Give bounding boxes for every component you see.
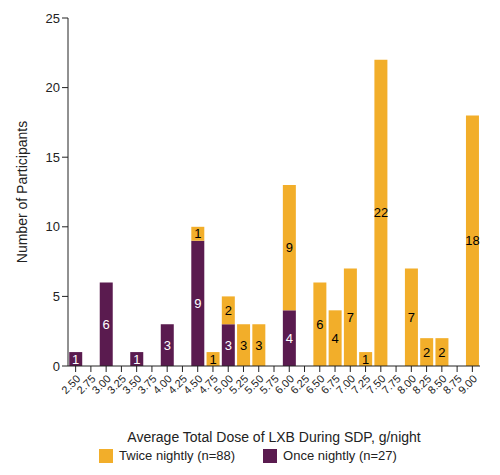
- svg-text:7: 7: [408, 310, 415, 325]
- svg-text:2: 2: [423, 345, 430, 360]
- svg-text:1: 1: [133, 352, 140, 367]
- svg-text:7.50: 7.50: [364, 372, 388, 397]
- svg-text:25: 25: [46, 11, 60, 26]
- svg-text:7.00: 7.00: [333, 372, 358, 397]
- svg-text:20: 20: [46, 80, 60, 95]
- svg-text:3: 3: [240, 338, 247, 353]
- svg-text:15: 15: [46, 150, 60, 165]
- svg-text:2.75: 2.75: [74, 372, 98, 397]
- svg-text:4.50: 4.50: [181, 372, 205, 397]
- svg-text:3.75: 3.75: [135, 372, 159, 397]
- svg-text:2.50: 2.50: [58, 372, 83, 397]
- svg-text:6.50: 6.50: [303, 372, 327, 397]
- svg-text:1: 1: [72, 352, 79, 367]
- svg-text:Average Total Dose of LXB Duri: Average Total Dose of LXB During SDP, g/…: [127, 429, 421, 445]
- svg-text:5.75: 5.75: [257, 372, 281, 397]
- svg-text:3.50: 3.50: [120, 372, 144, 397]
- svg-text:4.00: 4.00: [150, 372, 175, 397]
- svg-text:7.75: 7.75: [379, 372, 403, 397]
- svg-text:4.25: 4.25: [165, 372, 190, 397]
- svg-text:8.00: 8.00: [394, 372, 419, 397]
- svg-text:1: 1: [362, 352, 369, 367]
- svg-text:9.00: 9.00: [456, 372, 480, 396]
- svg-text:5.25: 5.25: [226, 372, 251, 397]
- svg-text:3.25: 3.25: [104, 372, 129, 397]
- svg-text:7: 7: [347, 310, 354, 325]
- svg-text:4: 4: [332, 331, 339, 346]
- svg-text:1: 1: [209, 352, 216, 367]
- svg-text:18: 18: [465, 233, 479, 248]
- svg-text:3: 3: [164, 338, 171, 353]
- svg-text:5.50: 5.50: [242, 372, 266, 397]
- svg-text:0: 0: [53, 359, 60, 374]
- html-text:Twice nightly (n=88): Twice nightly (n=88): [119, 448, 236, 463]
- html-text:Once nightly (n=27): Once nightly (n=27): [283, 448, 397, 463]
- svg-text:3: 3: [255, 338, 262, 353]
- svg-text:5: 5: [53, 289, 60, 304]
- svg-text:4: 4: [286, 331, 293, 346]
- svg-text:5.00: 5.00: [211, 372, 236, 397]
- svg-text:22: 22: [374, 205, 388, 220]
- svg-text:1: 1: [194, 226, 201, 241]
- svg-text:6.75: 6.75: [318, 372, 342, 397]
- svg-text:4.75: 4.75: [196, 372, 220, 397]
- svg-text:6.25: 6.25: [287, 372, 312, 397]
- svg-text:9: 9: [194, 296, 201, 311]
- svg-text:3: 3: [225, 338, 232, 353]
- svg-text:6.00: 6.00: [272, 372, 297, 397]
- svg-text:2: 2: [225, 303, 232, 318]
- svg-text:3.00: 3.00: [89, 372, 114, 397]
- svg-text:6: 6: [316, 317, 323, 332]
- svg-text:Number of Participants: Number of Participants: [14, 121, 30, 263]
- svg-text:6: 6: [103, 317, 110, 332]
- svg-text:2: 2: [438, 345, 445, 360]
- svg-text:7.25: 7.25: [348, 372, 373, 397]
- svg-text:9: 9: [286, 240, 293, 255]
- svg-text:8.75: 8.75: [440, 372, 464, 397]
- svg-text:10: 10: [46, 219, 60, 234]
- svg-text:8.50: 8.50: [425, 372, 449, 397]
- svg-text:8.25: 8.25: [409, 372, 434, 397]
